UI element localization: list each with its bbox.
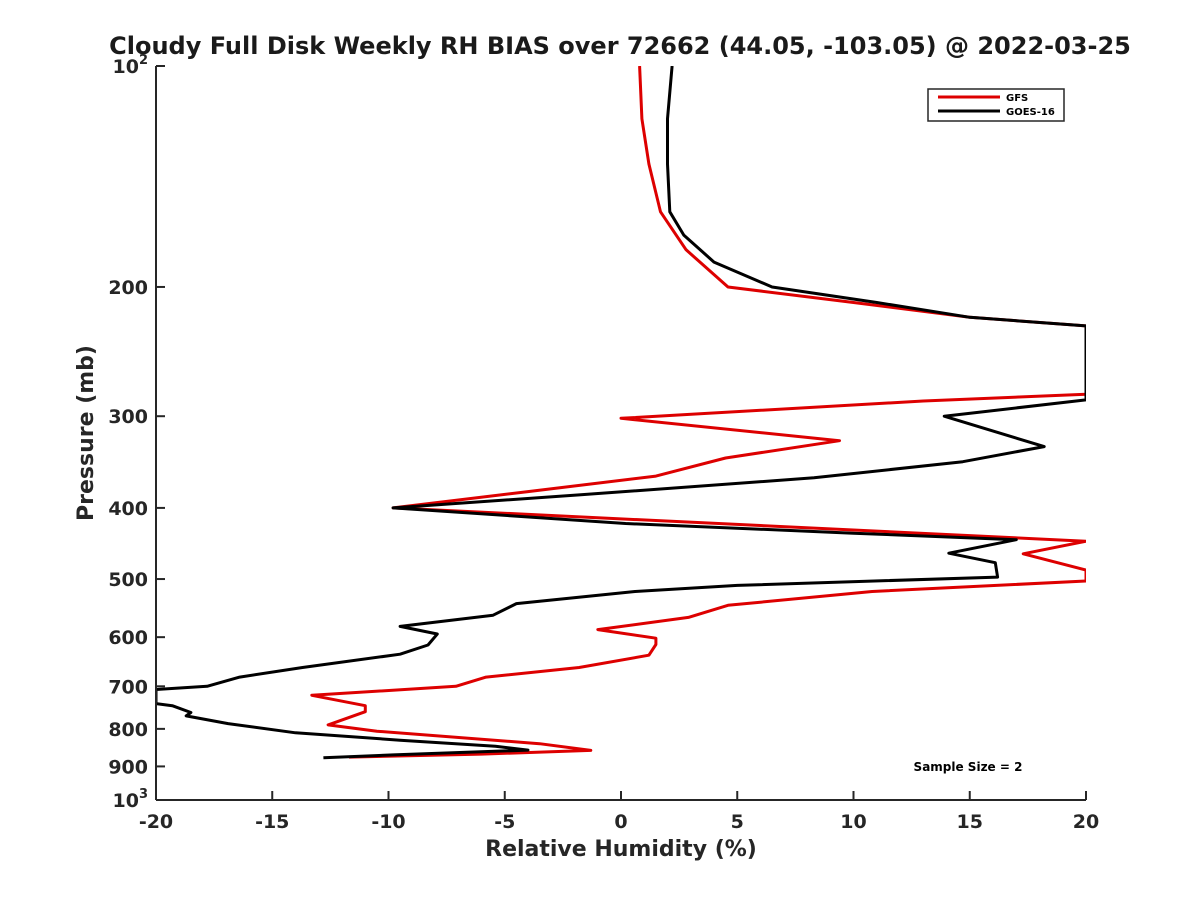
x-tick-label: 20: [1073, 811, 1099, 833]
y-tick-label-base: 10: [113, 790, 139, 812]
x-tick-label: -20: [139, 811, 173, 833]
y-tick-label-base: 200: [108, 277, 148, 299]
y-tick-label: 900: [108, 756, 148, 778]
y-tick-label-base: 400: [108, 498, 148, 520]
y-tick-label-base: 600: [108, 627, 148, 649]
y-tick-label-base: 900: [108, 756, 148, 778]
series-group: [156, 66, 1086, 760]
y-tick-label: 600: [108, 627, 148, 649]
legend-box: [927, 88, 1065, 122]
y-tick-label: 103: [113, 787, 149, 812]
series-line-goes16: [156, 66, 1086, 760]
y-tick-label-base: 300: [108, 406, 148, 428]
y-tick-label-base: 10: [113, 56, 139, 78]
legend-label-goes16: GOES-16: [1006, 107, 1055, 118]
y-tick-label: 500: [108, 569, 148, 591]
legend: GFS GOES-16: [927, 88, 1065, 122]
x-axis-ticks: -20 -15 -10 -5 0 5 10 15 20: [139, 791, 1099, 833]
x-tick-label: 0: [614, 811, 627, 833]
y-tick-label-exponent: 2: [139, 53, 148, 68]
y-tick-label-base: 500: [108, 569, 148, 591]
x-tick-label: 10: [840, 811, 866, 833]
x-tick-label: 5: [731, 811, 744, 833]
y-tick-label: 300: [108, 406, 148, 428]
x-tick-label: -10: [371, 811, 405, 833]
legend-label-gfs: GFS: [1006, 93, 1028, 104]
y-tick-label-base: 700: [108, 676, 148, 698]
y-tick-label-exponent: 3: [139, 787, 148, 802]
y-tick-label: 700: [108, 676, 148, 698]
x-tick-label: 15: [957, 811, 983, 833]
chart-title: Cloudy Full Disk Weekly RH BIAS over 726…: [109, 32, 1131, 60]
y-axis-label: Pressure (mb): [74, 345, 99, 521]
x-axis-label: Relative Humidity (%): [485, 837, 757, 862]
x-tick-label: -15: [255, 811, 289, 833]
y-tick-label: 200: [108, 277, 148, 299]
x-tick-label: -5: [494, 811, 515, 833]
series-line-gfs: [310, 66, 1086, 759]
y-tick-label: 102: [113, 53, 149, 78]
y-tick-label: 800: [108, 719, 148, 741]
y-tick-label: 400: [108, 498, 148, 520]
sample-size-annotation: Sample Size = 2: [914, 760, 1023, 774]
y-tick-label-base: 800: [108, 719, 148, 741]
